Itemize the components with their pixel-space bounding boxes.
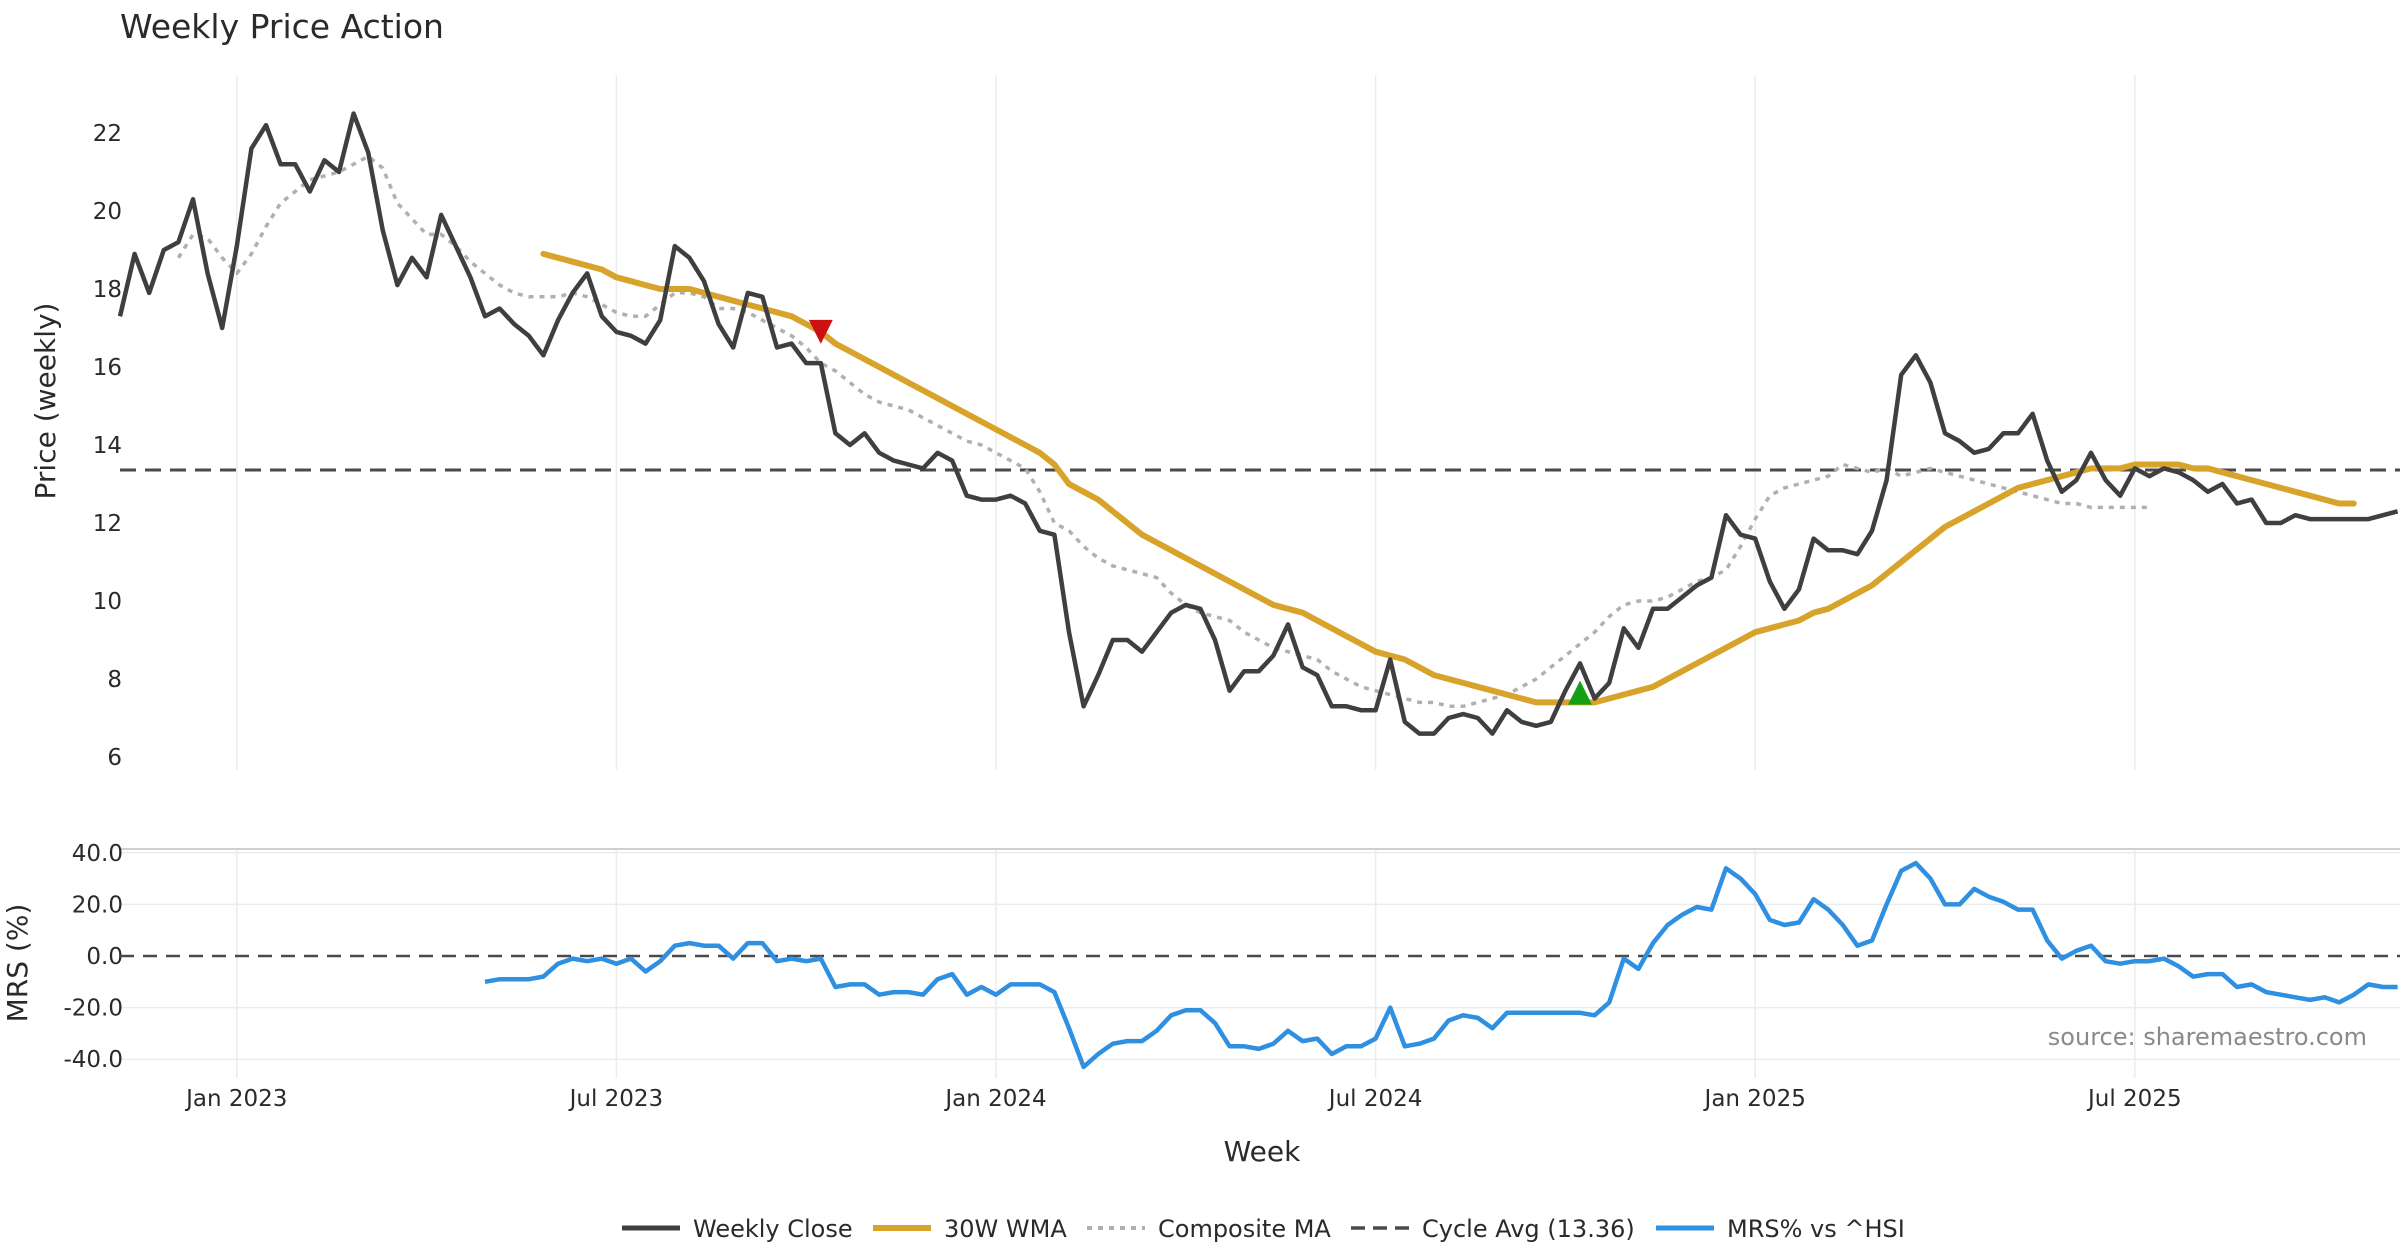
price-series-group	[117, 111, 2400, 736]
weekly-close-line	[117, 111, 2399, 736]
mrs-gridlines	[120, 849, 2400, 1078]
mrs-line	[484, 860, 2398, 1070]
mrs-y-ticks: -40.0 -20.0 0.0 20.0 40.0	[63, 841, 123, 1073]
price-y-tick-label: 8	[107, 667, 122, 693]
sell-signal-marker	[808, 319, 833, 344]
buy-signal-marker	[1568, 680, 1592, 705]
price-gridlines	[236, 75, 2136, 770]
price-y-tick-label: 20	[93, 199, 122, 225]
chart-title: Weekly Price Action	[120, 7, 444, 46]
mrs-y-tick-label: -40.0	[63, 1047, 123, 1073]
legend-label-composite-ma: Composite MA	[1158, 1215, 1331, 1243]
composite-ma-line	[176, 154, 2150, 709]
x-tick-label: Jan 2023	[184, 1086, 287, 1112]
price-y-tick-label: 16	[93, 355, 122, 381]
legend-label-mrs: MRS% vs ^HSI	[1727, 1215, 1905, 1243]
x-tick-label: Jul 2024	[1327, 1086, 1423, 1112]
x-tick-label: Jul 2023	[568, 1086, 664, 1112]
x-axis-title: Week	[1224, 1135, 1301, 1168]
x-tick-label: Jul 2025	[2086, 1086, 2182, 1112]
mrs-y-axis-title: MRS (%)	[1, 904, 34, 1023]
mrs-y-tick-label: -20.0	[63, 996, 123, 1022]
x-tick-label: Jan 2024	[943, 1086, 1046, 1112]
price-y-tick-label: 12	[93, 511, 122, 537]
source-label: source: sharemaestro.com	[2048, 1023, 2367, 1051]
mrs-series-group	[120, 860, 2400, 1070]
wma-30w-line	[540, 250, 2357, 706]
legend: Weekly Close 30W WMA Composite MA Cycle …	[622, 1215, 1905, 1243]
x-ticks: Jan 2023 Jul 2023 Jan 2024 Jul 2024 Jan 2025…	[184, 1086, 2181, 1112]
price-y-tick-label: 14	[93, 433, 122, 459]
legend-label-cycle-avg: Cycle Avg (13.36)	[1422, 1215, 1635, 1243]
x-tick-label: Jan 2025	[1703, 1086, 1806, 1112]
price-y-tick-label: 6	[107, 745, 122, 771]
mrs-y-tick-label: 20.0	[72, 892, 123, 918]
signal-markers	[808, 319, 1592, 705]
price-y-tick-label: 22	[93, 121, 122, 147]
price-y-tick-label: 18	[93, 277, 122, 303]
legend-label-30w-wma: 30W WMA	[944, 1215, 1067, 1243]
legend-label-weekly-close: Weekly Close	[693, 1215, 853, 1243]
price-y-ticks: 6 8 10 12 14 16 18 20 22	[93, 121, 122, 771]
price-y-tick-label: 10	[93, 589, 122, 615]
price-y-axis-title: Price (weekly)	[29, 303, 62, 500]
mrs-y-tick-label: 0.0	[86, 944, 123, 970]
mrs-y-tick-label: 40.0	[72, 841, 123, 867]
